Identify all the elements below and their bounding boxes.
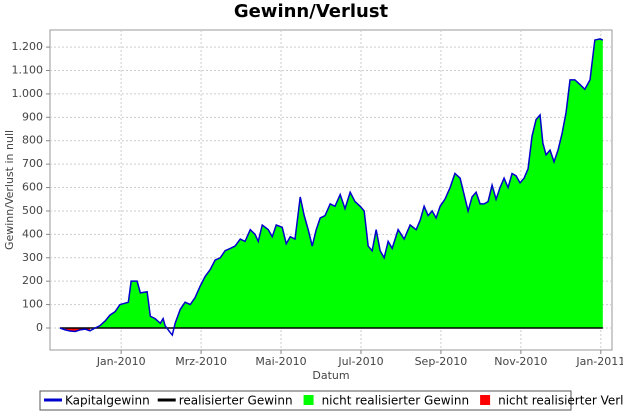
- x-tick-label: Mai-2010: [255, 355, 306, 368]
- y-tick-label: 1.000: [12, 87, 44, 100]
- x-tick-label: Mrz-2010: [175, 355, 227, 368]
- y-tick-label: 500: [22, 204, 43, 217]
- x-axis-label: Datum: [312, 369, 349, 382]
- y-tick-label: 100: [22, 298, 43, 311]
- y-axis-label: Gewinn/Verlust in null: [3, 130, 16, 250]
- y-tick-label: 800: [22, 134, 43, 147]
- chart-title: Gewinn/Verlust: [234, 1, 389, 22]
- legend-label: realisierter Gewinn: [179, 394, 293, 408]
- y-tick-label: 0: [36, 321, 43, 334]
- x-tick-label: Jul-2010: [337, 355, 383, 368]
- y-tick-label: 700: [22, 157, 43, 170]
- legend-label: nicht realisierter Gewinn: [322, 394, 470, 408]
- y-tick-label: 300: [22, 251, 43, 264]
- x-tick-label: Jan-2010: [96, 355, 146, 368]
- y-tick-label: 1.200: [12, 40, 44, 53]
- x-tick-label: Nov-2010: [494, 355, 547, 368]
- line: [59, 38, 604, 337]
- legend-label: Kapitalgewinn: [65, 394, 150, 408]
- x-tick-label: Jan-2011: [575, 355, 623, 368]
- legend-swatch: [480, 395, 491, 405]
- y-tick-label: 1.100: [12, 63, 44, 76]
- y-tick-label: 900: [22, 110, 43, 123]
- x-tick-label: Sep-2010: [415, 355, 468, 368]
- legend-swatch: [303, 395, 314, 405]
- legend-label: nicht realisierter Verlust: [498, 394, 623, 408]
- y-tick-label: 600: [22, 181, 43, 194]
- y-tick-label: 200: [22, 274, 43, 287]
- y-tick-label: 400: [22, 227, 43, 240]
